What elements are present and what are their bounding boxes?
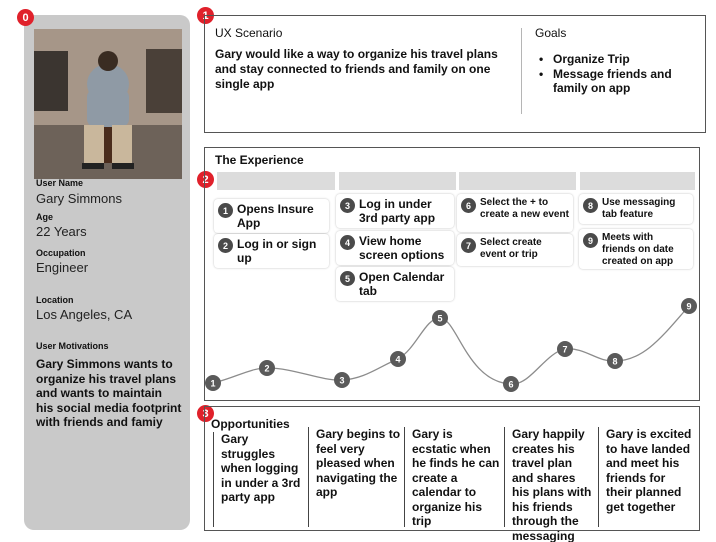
step-number: 6 (461, 198, 476, 213)
step-card-7: 7 Select create event or trip (457, 234, 573, 266)
persona-photo-illustration (34, 29, 182, 179)
journey-curve: 1 2 3 4 5 6 7 8 (205, 298, 697, 392)
step-card-1: 1 Opens Insure App (214, 199, 329, 233)
step-card-2: 2 Log in or sign up (214, 234, 329, 268)
opportunity-item-1: Gary struggles when logging in under a 3… (213, 432, 305, 527)
step-number: 5 (340, 271, 355, 286)
journey-node-5: 5 (432, 310, 448, 326)
step-text: Log in or sign up (237, 237, 317, 265)
occupation-value: Engineer (36, 260, 89, 275)
journey-node-4: 4 (390, 351, 406, 367)
step-card-8: 8 Use messaging tab feature (579, 194, 693, 224)
journey-node-3: 3 (334, 372, 350, 388)
lane-header-2 (339, 172, 456, 190)
scenario-box: UX Scenario Gary would like a way to org… (204, 15, 706, 133)
occupation-label: Occupation (36, 248, 86, 258)
lane-header-4 (580, 172, 695, 190)
step-number: 7 (461, 238, 476, 253)
svg-text:2: 2 (264, 364, 269, 374)
step-text: View home screen options (359, 234, 445, 262)
step-number: 2 (218, 238, 233, 253)
scenario-divider (521, 28, 522, 114)
persona-panel: User Name Gary Simmons Age 22 Years Occu… (24, 15, 190, 530)
journey-node-7: 7 (557, 341, 573, 357)
user-name-value: Gary Simmons (36, 191, 122, 206)
step-text: Meets with friends on date created on ap… (602, 232, 674, 267)
opportunity-item-2: Gary begins to feel very pleased when na… (308, 427, 406, 527)
step-number: 8 (583, 198, 598, 213)
motivations-label: User Motivations (36, 341, 109, 351)
experience-box: The Experience 1 Opens Insure App 2 Log … (204, 147, 700, 401)
persona-photo (34, 29, 182, 179)
step-text: Open Calendar tab (359, 270, 445, 298)
step-text: Select the + to create a new event (480, 197, 569, 220)
opportunity-item-5: Gary is excited to have landed and meet … (598, 427, 694, 527)
goal-item: Organize Trip (539, 52, 699, 67)
opportunity-item-4: Gary happily creates his travel plan and… (504, 427, 596, 542)
step-card-6: 6 Select the + to create a new event (457, 194, 573, 232)
lane-header-1 (217, 172, 335, 190)
svg-text:3: 3 (339, 376, 344, 386)
age-value: 22 Years (36, 224, 87, 239)
experience-title: The Experience (215, 153, 304, 167)
svg-text:7: 7 (562, 345, 567, 355)
svg-text:8: 8 (612, 357, 617, 367)
svg-text:9: 9 (686, 302, 691, 312)
opportunities-box: Opportunities Gary struggles when loggin… (204, 406, 700, 542)
badge-experience: 2 (197, 171, 214, 188)
goals-list: Organize Trip Message friends and family… (539, 52, 699, 96)
journey-node-9: 9 (681, 298, 697, 314)
opportunities-title: Opportunities (211, 417, 290, 431)
journey-node-6: 6 (503, 376, 519, 392)
step-text: Log in under 3rd party app (359, 197, 436, 225)
step-number: 1 (218, 203, 233, 218)
step-number: 9 (583, 233, 598, 248)
step-text: Use messaging tab feature (602, 197, 676, 220)
step-card-3: 3 Log in under 3rd party app (336, 194, 454, 228)
location-label: Location (36, 295, 74, 305)
step-text: Opens Insure App (237, 202, 314, 230)
opportunity-item-3: Gary is ecstatic when he finds he can cr… (404, 427, 500, 528)
svg-text:6: 6 (508, 380, 513, 390)
step-card-9: 9 Meets with friends on date created on … (579, 229, 693, 269)
goal-item: Message friends and family on app (539, 67, 699, 96)
goals-title: Goals (535, 26, 567, 40)
svg-text:4: 4 (395, 355, 400, 365)
step-card-4: 4 View home screen options (336, 231, 454, 265)
step-card-5: 5 Open Calendar tab (336, 267, 454, 301)
journey-line (212, 305, 690, 385)
journey-node-8: 8 (607, 353, 623, 369)
svg-text:1: 1 (210, 379, 215, 389)
svg-text:5: 5 (437, 314, 442, 324)
scenario-title: UX Scenario (215, 26, 283, 40)
user-name-label: User Name (36, 178, 84, 188)
journey-node-1: 1 (205, 375, 221, 391)
location-value: Los Angeles, CA (36, 307, 133, 322)
badge-persona: 0 (17, 9, 34, 26)
step-text: Select create event or trip (480, 237, 542, 260)
badge-opportunities: 3 (197, 405, 214, 422)
motivations-text: Gary Simmons wants to organize his trave… (36, 357, 182, 429)
lane-header-3 (459, 172, 576, 190)
journey-node-2: 2 (259, 360, 275, 376)
age-label: Age (36, 212, 54, 222)
step-number: 4 (340, 235, 355, 250)
scenario-text: Gary would like a way to organize his tr… (215, 47, 498, 91)
step-number: 3 (340, 198, 355, 213)
